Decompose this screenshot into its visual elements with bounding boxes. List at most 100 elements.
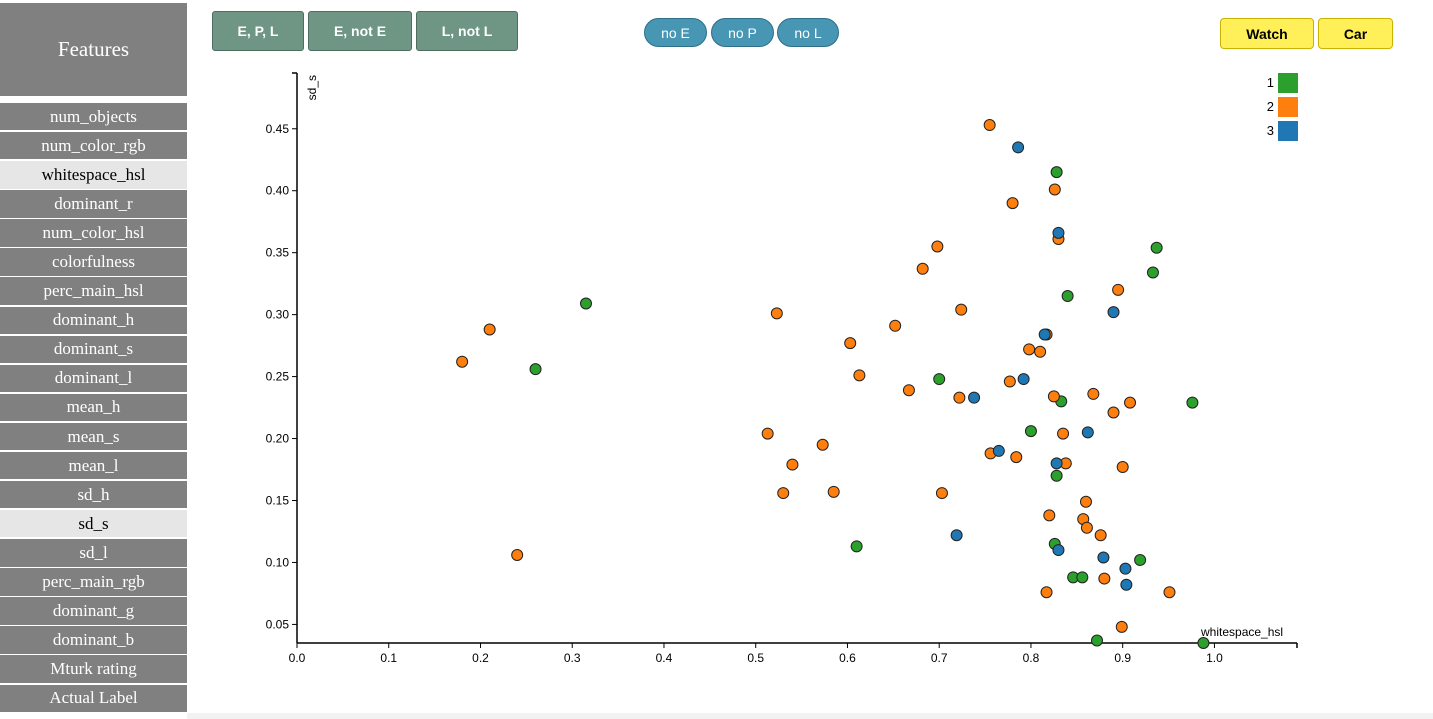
scatter-point-series-3 xyxy=(992,444,1005,457)
scatter-point-series-1 xyxy=(1134,553,1147,566)
feature-item-whitespace-hsl[interactable]: whitespace_hsl xyxy=(0,161,187,189)
bottom-strip xyxy=(187,713,1433,719)
scatter-point-series-2 xyxy=(955,303,968,316)
scatter-point-series-2 xyxy=(1003,375,1016,388)
feature-item-num-color-rgb[interactable]: num_color_rgb xyxy=(0,132,187,160)
scatter-point-series-2 xyxy=(983,119,996,132)
scatter-point-series-2 xyxy=(902,384,915,397)
features-sidebar: Features num_objects num_color_rgb whitesp… xyxy=(0,0,187,719)
feature-item-perc-main-rgb[interactable]: perc_main_rgb xyxy=(0,568,187,596)
scatter-point-series-3 xyxy=(1038,328,1051,341)
scatter-point-series-3 xyxy=(950,529,963,542)
group-button-epl[interactable]: E, P, L xyxy=(212,11,304,51)
x-tick-label: 0.6 xyxy=(839,651,856,665)
category-button-watch[interactable]: Watch xyxy=(1220,18,1314,49)
scatter-point-series-3 xyxy=(1052,544,1065,557)
scatter-point-series-1 xyxy=(1186,396,1199,409)
scatter-point-series-1 xyxy=(1076,571,1089,584)
scatter-point-series-3 xyxy=(1120,578,1133,591)
scatter-point-series-2 xyxy=(935,487,948,500)
group-button-l-not-l[interactable]: L, not L xyxy=(416,11,518,51)
scatter-point-series-2 xyxy=(786,458,799,471)
scatter-point-series-3 xyxy=(1052,226,1065,239)
y-tick-label: 0.10 xyxy=(266,555,290,569)
scatter-point-series-1 xyxy=(1024,425,1037,438)
feature-item-sd-h[interactable]: sd_h xyxy=(0,481,187,509)
feature-item-dominant-b[interactable]: dominant_b xyxy=(0,626,187,654)
x-tick-label: 0.5 xyxy=(747,651,764,665)
feature-item-dominant-r[interactable]: dominant_r xyxy=(0,190,187,218)
scatter-point-series-2 xyxy=(1010,451,1023,464)
scatter-point-series-1 xyxy=(1091,634,1103,647)
x-tick-label: 0.3 xyxy=(564,651,581,665)
scatter-point-series-1 xyxy=(1146,266,1159,279)
scatter-point-series-3 xyxy=(968,391,981,404)
y-tick-label: 0.45 xyxy=(266,122,290,136)
filter-button-no-p[interactable]: no P xyxy=(711,18,774,47)
scatter-point-series-2 xyxy=(931,240,944,253)
feature-item-mean-s[interactable]: mean_s xyxy=(0,422,187,451)
filter-button-no-e[interactable]: no E xyxy=(644,18,707,47)
feature-item-perc-main-hsl[interactable]: perc_main_hsl xyxy=(0,277,187,305)
scatter-point-series-2 xyxy=(1006,197,1019,210)
feature-item-sd-s[interactable]: sd_s xyxy=(0,510,187,538)
scatter-point-series-2 xyxy=(1094,529,1107,542)
scatter-point-series-2 xyxy=(827,485,840,498)
feature-item-num-color-hsl[interactable]: num_color_hsl xyxy=(0,219,187,247)
category-button-car[interactable]: Car xyxy=(1318,18,1393,49)
legend-label: 2 xyxy=(1267,99,1274,114)
scatter-point-series-3 xyxy=(1119,562,1132,575)
x-tick-label: 0.2 xyxy=(472,651,489,665)
scatter-point-series-2 xyxy=(770,307,783,320)
scatter-point-series-3 xyxy=(1012,141,1025,154)
features-header: Features xyxy=(0,3,187,96)
feature-item-mean-h[interactable]: mean_h xyxy=(0,393,187,422)
feature-item-mean-l[interactable]: mean_l xyxy=(0,451,187,480)
scatter-point-series-2 xyxy=(953,391,966,404)
x-tick-label: 0.1 xyxy=(380,651,397,665)
y-tick-label: 0.25 xyxy=(266,370,290,384)
scatter-point-series-2 xyxy=(1116,461,1129,474)
feature-item-actual-label[interactable]: Actual Label xyxy=(0,684,187,712)
feature-item-dominant-s[interactable]: dominant_s xyxy=(0,335,187,364)
scatter-point-series-3 xyxy=(1107,306,1120,319)
scatter-point-series-2 xyxy=(511,549,524,562)
y-tick-label: 0.20 xyxy=(266,432,290,446)
scatter-point-series-2 xyxy=(456,355,469,368)
feature-item-mturk-rating[interactable]: Mturk rating xyxy=(0,655,187,683)
legend-swatch xyxy=(1278,73,1298,93)
scatter-point-series-2 xyxy=(761,427,774,440)
feature-item-colorfulness[interactable]: colorfulness xyxy=(0,248,187,276)
feature-item-dominant-l[interactable]: dominant_l xyxy=(0,364,187,393)
scatter-point-series-2 xyxy=(889,319,902,332)
feature-item-num-objects[interactable]: num_objects xyxy=(0,103,187,131)
legend-swatch xyxy=(1278,121,1298,141)
feature-item-sd-l[interactable]: sd_l xyxy=(0,539,187,567)
x-tick-label: 0.7 xyxy=(931,651,948,665)
feature-item-dominant-h[interactable]: dominant_h xyxy=(0,306,187,334)
scatter-point-series-2 xyxy=(1115,620,1128,633)
x-tick-label: 0.8 xyxy=(1023,651,1040,665)
y-tick-label: 0.15 xyxy=(266,494,290,508)
scatter-point-series-2 xyxy=(1124,396,1137,409)
scatter-point-series-1 xyxy=(1050,469,1063,482)
legend-swatch xyxy=(1278,97,1298,117)
scatter-point-series-1 xyxy=(1061,290,1074,303)
scatter-point-series-2 xyxy=(1057,427,1070,440)
scatter-point-series-2 xyxy=(1098,572,1111,585)
scatter-point-series-2 xyxy=(1112,283,1125,296)
group-button-e-not-e[interactable]: E, not E xyxy=(308,11,412,51)
scatter-point-series-2 xyxy=(1107,406,1120,419)
scatter-point-series-2 xyxy=(916,262,929,275)
scatter-point-series-3 xyxy=(1050,457,1063,470)
filter-button-no-l[interactable]: no L xyxy=(777,18,839,47)
y-tick-label: 0.30 xyxy=(266,308,290,322)
scatter-point-series-2 xyxy=(777,487,790,500)
scatter-point-series-2 xyxy=(1048,183,1061,196)
feature-item-dominant-g[interactable]: dominant_g xyxy=(0,597,187,625)
scatter-point-series-2 xyxy=(844,337,857,350)
x-axis-label: whitespace_hsl xyxy=(1200,625,1283,639)
scatter-point-series-1 xyxy=(579,297,592,310)
scatter-point-series-1 xyxy=(850,540,863,553)
